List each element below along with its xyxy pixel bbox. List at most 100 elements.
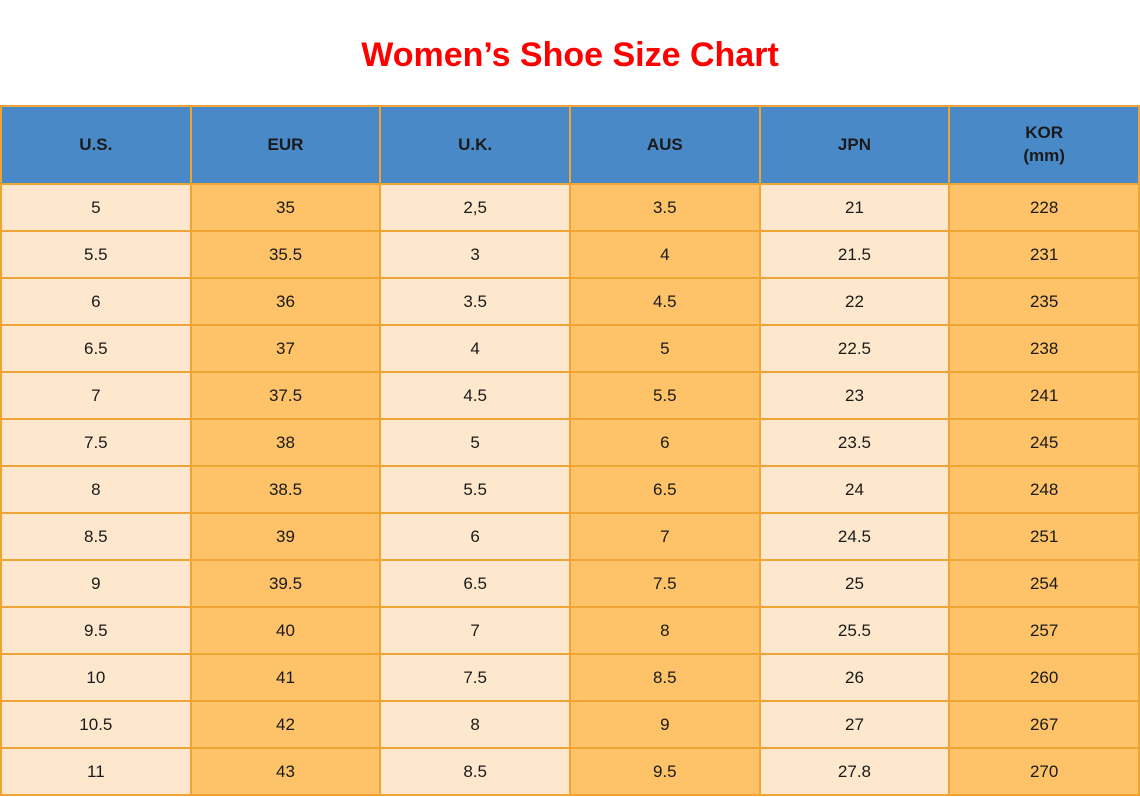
table-cell: 6.5 [0, 324, 192, 373]
table-cell: 260 [948, 653, 1140, 702]
page-title: Women’s Shoe Size Chart [361, 36, 779, 74]
table-cell: 8 [568, 606, 761, 655]
table-cell: 5.5 [379, 465, 571, 514]
table-row: 9 39.5 6.5 7.5 25 254 [0, 559, 1140, 608]
table-cell: 5.5 [568, 371, 761, 420]
table-cell: 23.5 [758, 418, 951, 467]
table-cell: 6 [568, 418, 761, 467]
table-cell: 35.5 [189, 230, 382, 279]
column-header-eur: EUR [189, 105, 382, 185]
table-cell: 4 [379, 324, 571, 373]
table-cell: 8 [0, 465, 192, 514]
table-cell: 25.5 [758, 606, 951, 655]
table-cell: 7.5 [568, 559, 761, 608]
table-row: 6 36 3.5 4.5 22 235 [0, 277, 1140, 326]
table-cell: 38 [189, 418, 382, 467]
table-row: 10.5 42 8 9 27 267 [0, 700, 1140, 749]
table-row: 7 37.5 4.5 5.5 23 241 [0, 371, 1140, 420]
table-cell: 5 [0, 183, 192, 232]
table-cell: 35 [189, 183, 382, 232]
table-cell: 3.5 [379, 277, 571, 326]
table-cell: 3 [379, 230, 571, 279]
table-cell: 9.5 [0, 606, 192, 655]
table-row: 11 43 8.5 9.5 27.8 270 [0, 747, 1140, 796]
column-header-us: U.S. [0, 105, 192, 185]
table-cell: 39 [189, 512, 382, 561]
table-cell: 24.5 [758, 512, 951, 561]
table-cell: 8.5 [0, 512, 192, 561]
table-cell: 6.5 [379, 559, 571, 608]
table-cell: 27 [758, 700, 951, 749]
table-cell: 22.5 [758, 324, 951, 373]
table-cell: 41 [189, 653, 382, 702]
table-cell: 39.5 [189, 559, 382, 608]
table-cell: 36 [189, 277, 382, 326]
column-header-aus: AUS [568, 105, 761, 185]
table-cell: 7 [568, 512, 761, 561]
table-cell: 4 [568, 230, 761, 279]
table-cell: 254 [948, 559, 1140, 608]
table-cell: 267 [948, 700, 1140, 749]
table-cell: 21.5 [758, 230, 951, 279]
table-row: 9.5 40 7 8 25.5 257 [0, 606, 1140, 655]
table-cell: 23 [758, 371, 951, 420]
table-cell: 245 [948, 418, 1140, 467]
table-row: 8.5 39 6 7 24.5 251 [0, 512, 1140, 561]
table-cell: 9.5 [568, 747, 761, 796]
table-cell: 228 [948, 183, 1140, 232]
column-header-kor-unit: (mm) [1023, 146, 1065, 165]
table-cell: 2,5 [379, 183, 571, 232]
table-cell: 270 [948, 747, 1140, 796]
table-cell: 248 [948, 465, 1140, 514]
table-cell: 8.5 [568, 653, 761, 702]
table-cell: 21 [758, 183, 951, 232]
table-cell: 43 [189, 747, 382, 796]
table-cell: 7 [0, 371, 192, 420]
table-row: 8 38.5 5.5 6.5 24 248 [0, 465, 1140, 514]
table-cell: 238 [948, 324, 1140, 373]
table-cell: 42 [189, 700, 382, 749]
table-row: 7.5 38 5 6 23.5 245 [0, 418, 1140, 467]
table-cell: 5 [568, 324, 761, 373]
table-cell: 24 [758, 465, 951, 514]
table-cell: 257 [948, 606, 1140, 655]
table-cell: 251 [948, 512, 1140, 561]
table-cell: 10.5 [0, 700, 192, 749]
table-cell: 7.5 [0, 418, 192, 467]
table-cell: 6 [379, 512, 571, 561]
table-cell: 38.5 [189, 465, 382, 514]
table-cell: 25 [758, 559, 951, 608]
column-header-kor-label: KOR [1025, 123, 1064, 143]
table-cell: 10 [0, 653, 192, 702]
table-cell: 5 [379, 418, 571, 467]
table-cell: 22 [758, 277, 951, 326]
table-row: 5.5 35.5 3 4 21.5 231 [0, 230, 1140, 279]
table-cell: 40 [189, 606, 382, 655]
table-cell: 3.5 [568, 183, 761, 232]
table-cell: 9 [0, 559, 192, 608]
table-cell: 4.5 [568, 277, 761, 326]
table-cell: 26 [758, 653, 951, 702]
table-cell: 4.5 [379, 371, 571, 420]
table-cell: 8.5 [379, 747, 571, 796]
table-row: 6.5 37 4 5 22.5 238 [0, 324, 1140, 373]
table-cell: 231 [948, 230, 1140, 279]
table-cell: 5.5 [0, 230, 192, 279]
column-header-kor: KOR (mm) [948, 105, 1140, 185]
table-row: 5 35 2,5 3.5 21 228 [0, 183, 1140, 232]
header-row: U.S. EUR U.K. AUS JPN KOR (mm) [0, 105, 1140, 185]
table-cell: 7 [379, 606, 571, 655]
table-cell: 7.5 [379, 653, 571, 702]
table-cell: 27.8 [758, 747, 951, 796]
size-chart-table: U.S. EUR U.K. AUS JPN KOR (mm) 5 35 2,5 3.5… [0, 105, 1140, 796]
table-cell: 37 [189, 324, 382, 373]
column-header-uk: U.K. [379, 105, 571, 185]
table-body: 5 35 2,5 3.5 21 228 5.5 35.5 3 4 21.5 231 6 36 3.5 4.5 2… [0, 183, 1140, 796]
table-cell: 11 [0, 747, 192, 796]
column-header-jpn: JPN [758, 105, 951, 185]
table-cell: 37.5 [189, 371, 382, 420]
title-bar: Women’s Shoe Size Chart [0, 0, 1140, 105]
table-row: 10 41 7.5 8.5 26 260 [0, 653, 1140, 702]
table-cell: 6 [0, 277, 192, 326]
table-cell: 8 [379, 700, 571, 749]
